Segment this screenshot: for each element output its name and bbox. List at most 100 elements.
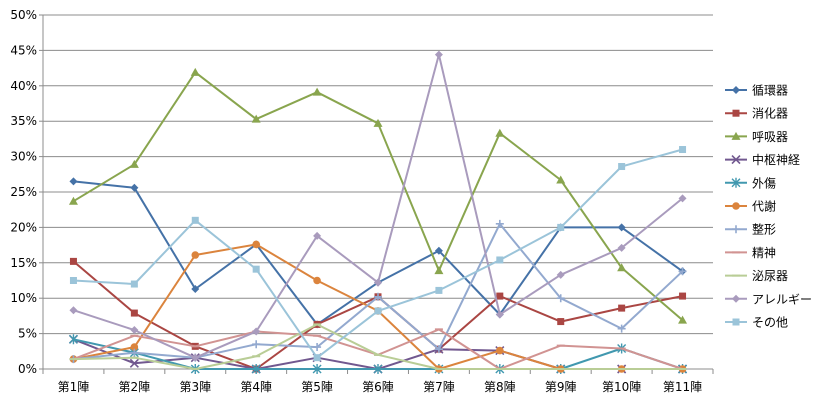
data-point xyxy=(130,348,139,357)
data-point xyxy=(495,310,504,319)
data-point xyxy=(374,278,382,287)
data-point xyxy=(678,315,688,324)
data-point xyxy=(434,345,443,354)
data-point xyxy=(617,263,627,272)
data-point xyxy=(313,343,322,352)
legend-label: 外傷 xyxy=(752,175,776,190)
y-tick-label: 5% xyxy=(18,327,37,341)
legend-label: 循環器 xyxy=(752,84,788,98)
y-tick-label: 35% xyxy=(10,114,37,128)
data-point xyxy=(313,231,322,240)
data-point xyxy=(557,318,565,326)
legend-item: アレルギー xyxy=(725,292,812,306)
data-point xyxy=(556,294,565,303)
data-point xyxy=(252,240,260,249)
data-point xyxy=(251,114,261,123)
x-tick-label: 第6陣 xyxy=(362,380,394,394)
data-point xyxy=(313,354,321,362)
legend-label: 泌尿器 xyxy=(752,269,788,283)
data-point xyxy=(496,346,504,355)
y-tick-label: 15% xyxy=(10,256,37,270)
data-point xyxy=(434,50,443,59)
data-point xyxy=(69,177,78,186)
data-point xyxy=(129,159,139,168)
data-point xyxy=(69,306,78,315)
x-tick-label: 第11陣 xyxy=(663,380,702,394)
series-line xyxy=(73,148,683,359)
data-point xyxy=(191,251,200,259)
data-point xyxy=(251,364,261,374)
data-point xyxy=(679,292,687,300)
data-point xyxy=(130,280,138,288)
y-tick-label: 25% xyxy=(10,185,37,199)
data-point xyxy=(130,343,139,351)
legend-marker xyxy=(732,109,740,117)
legend-item: 中枢神経 xyxy=(725,152,800,167)
x-axis-tick-labels: 第1陣 第2陣 第3陣 第4陣 第5陣 第6陣 第7陣 第8陣 第9陣 第10陣 第11陣 xyxy=(58,380,703,394)
data-point xyxy=(617,243,626,252)
series-11 xyxy=(69,146,687,362)
data-point xyxy=(617,223,626,232)
y-axis-tick-labels: 0% 5% 10% 15% 20% 25% 30% 35% 40% 45% 50% xyxy=(10,8,37,376)
series-line xyxy=(72,260,683,370)
data-point xyxy=(618,304,626,312)
x-tick-label: 第7陣 xyxy=(423,380,455,394)
data-point xyxy=(130,183,139,192)
data-point xyxy=(312,87,322,96)
data-point xyxy=(68,334,78,345)
legend-item: 外傷 xyxy=(725,175,776,190)
series-10 xyxy=(69,50,687,362)
data-point xyxy=(557,223,565,231)
series-9 xyxy=(69,323,687,370)
legend-label: 代謝 xyxy=(752,199,776,214)
data-point xyxy=(678,267,687,276)
data-point xyxy=(617,324,626,333)
data-point xyxy=(312,364,322,374)
data-point xyxy=(130,309,138,317)
data-point xyxy=(678,194,687,203)
legend-label: その他 xyxy=(752,316,788,330)
x-tick-label: 第1陣 xyxy=(58,380,90,394)
data-point xyxy=(252,327,261,336)
data-point xyxy=(69,257,77,265)
y-tick-label: 20% xyxy=(10,220,37,234)
x-tick-label: 第4陣 xyxy=(240,380,272,394)
data-point xyxy=(556,175,566,184)
data-point xyxy=(191,216,199,224)
legend-marker xyxy=(731,131,741,140)
legend-item: 精神 xyxy=(725,246,776,260)
legend-item: 消化器 xyxy=(725,107,788,121)
legend-label: 中枢神経 xyxy=(752,152,800,167)
y-tick-label: 30% xyxy=(10,150,37,164)
data-point xyxy=(556,270,565,279)
data-point xyxy=(435,286,443,294)
series-line xyxy=(73,222,684,361)
legend-label: 呼吸器 xyxy=(752,130,788,144)
legend-marker xyxy=(732,86,740,94)
data-point xyxy=(129,358,139,368)
axes xyxy=(39,14,714,374)
y-tick-label: 0% xyxy=(18,362,37,376)
legend-marker xyxy=(731,155,741,165)
y-tick-label: 10% xyxy=(10,291,37,305)
data-point xyxy=(374,292,382,301)
x-tick-label: 第8陣 xyxy=(484,380,516,394)
legend-label: 消化器 xyxy=(752,107,788,121)
data-point xyxy=(252,265,260,273)
data-point xyxy=(69,277,77,284)
data-point xyxy=(434,266,444,275)
legend-item: 循環器 xyxy=(725,84,788,98)
data-point xyxy=(374,307,382,315)
data-point xyxy=(130,326,139,335)
legend-item: 整形 xyxy=(725,222,776,237)
data-point xyxy=(373,364,383,374)
y-tick-label: 40% xyxy=(10,79,37,93)
legend-marker xyxy=(732,202,740,210)
legend-item: その他 xyxy=(725,316,788,330)
x-tick-label: 第2陣 xyxy=(119,380,151,394)
data-point xyxy=(495,128,505,137)
legend-marker xyxy=(732,318,740,326)
y-tick-label: 45% xyxy=(10,43,37,57)
